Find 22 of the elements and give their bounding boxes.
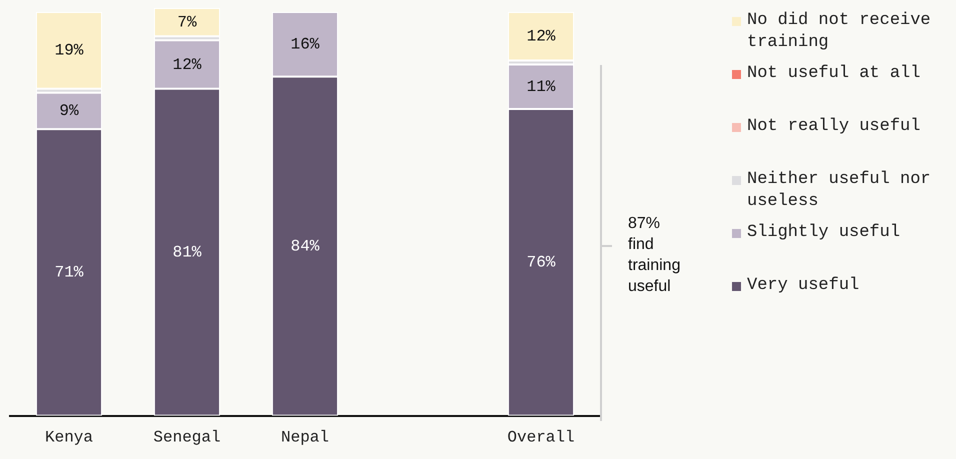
data-label: 11% <box>526 78 556 96</box>
legend-label: Slightly useful <box>747 222 900 244</box>
data-label: 12% <box>526 28 556 46</box>
data-label: 71% <box>54 264 84 282</box>
legend-label: Not useful at all <box>747 63 920 85</box>
data-label: 76% <box>526 254 556 272</box>
data-label: 16% <box>290 36 320 54</box>
data-label: 12% <box>172 56 202 74</box>
legend-label: Very useful <box>747 275 860 297</box>
x-tick-label: Kenya <box>44 428 94 447</box>
data-label: 19% <box>54 42 84 60</box>
data-label: 7% <box>177 13 197 32</box>
x-tick-label: Senegal <box>153 428 221 447</box>
data-label: 81% <box>172 244 202 262</box>
x-tick-label: Nepal <box>280 428 330 447</box>
x-tick-label: Overall <box>507 428 575 447</box>
text: 87% find training useful <box>628 214 682 297</box>
data-label: 84% <box>290 237 320 256</box>
legend-label: Neither useful nor useless <box>747 169 932 213</box>
data-label: 9% <box>59 102 79 120</box>
legend-label: Not really useful <box>747 116 920 138</box>
legend-label: No did not receive training <box>747 10 932 54</box>
